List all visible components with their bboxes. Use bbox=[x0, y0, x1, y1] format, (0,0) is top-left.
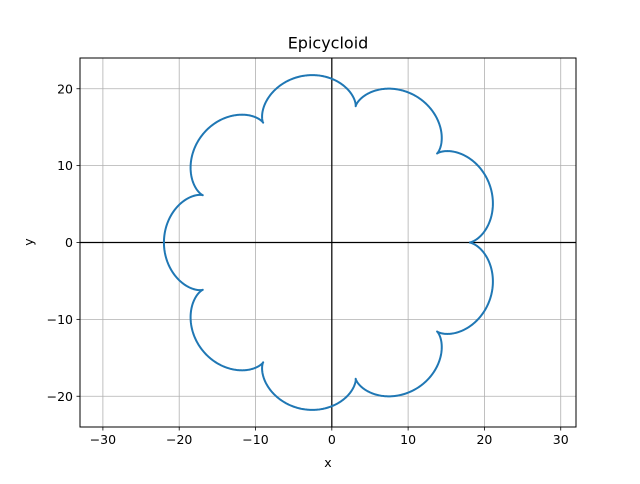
y-tick-label: −20 bbox=[47, 389, 73, 404]
x-axis-label: x bbox=[324, 455, 331, 470]
zero-lines bbox=[80, 58, 576, 427]
chart-title: Epicycloid bbox=[288, 34, 369, 53]
y-axis-label: y bbox=[21, 238, 36, 246]
series-layer bbox=[162, 74, 494, 411]
y-tick-label: 0 bbox=[65, 235, 73, 250]
y-tick-label: 20 bbox=[57, 81, 73, 96]
y-tick-label: 10 bbox=[57, 158, 73, 173]
x-tick-label: 20 bbox=[476, 432, 492, 447]
x-tick-label: 30 bbox=[553, 432, 569, 447]
x-tick-label: −30 bbox=[90, 432, 116, 447]
x-tick-label: 10 bbox=[400, 432, 416, 447]
y-tick-label: −10 bbox=[47, 312, 73, 327]
x-tick-label: 0 bbox=[328, 432, 336, 447]
ticks-layer: −30 −20 −10 0 10 20 30 −20 −10 0 10 20 bbox=[47, 81, 569, 447]
x-tick-label: −10 bbox=[242, 432, 268, 447]
epicycloid-curve bbox=[162, 74, 494, 411]
x-tick-label: −20 bbox=[166, 432, 192, 447]
